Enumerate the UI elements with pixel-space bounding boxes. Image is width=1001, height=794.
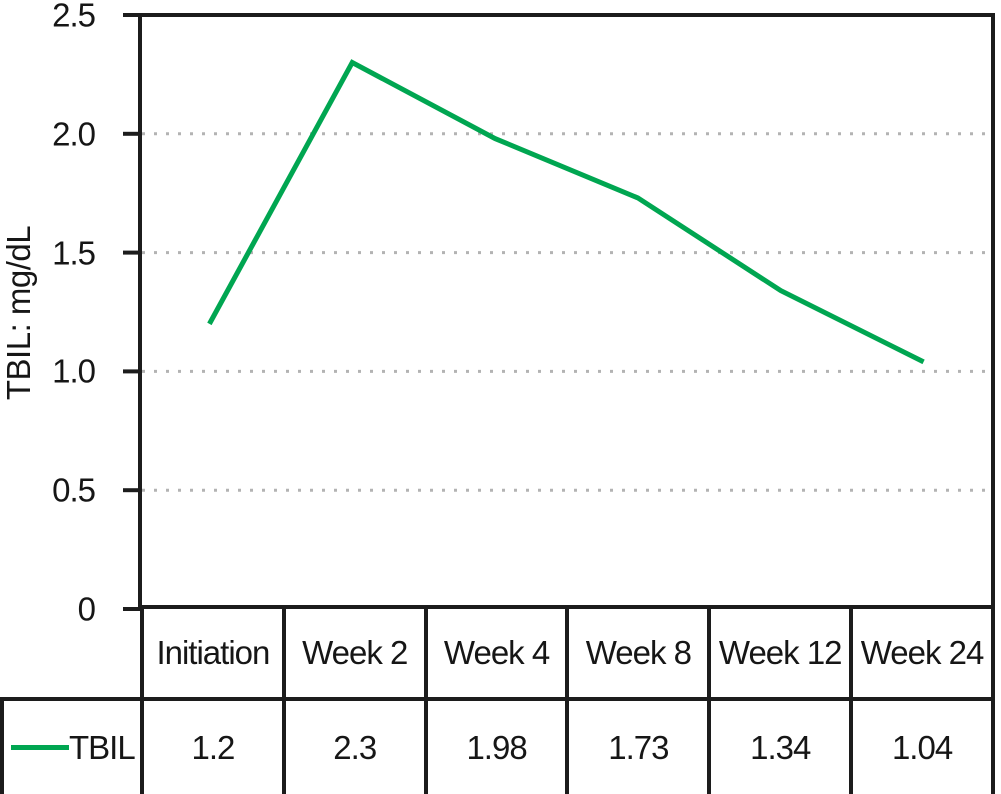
y-tick-label: 0.5 [52, 471, 96, 509]
y-tick-label: 2.5 [52, 0, 96, 34]
plot-frame [138, 13, 995, 611]
legend-cell: TBIL [0, 697, 144, 794]
y-tick-label: 0 [77, 590, 96, 628]
series-line-tbil [207, 59, 925, 365]
value-cell-week-8: 1.73 [565, 697, 712, 794]
value-cell-week-2: 2.3 [281, 697, 428, 794]
value-cell-week-4: 1.98 [423, 697, 570, 794]
header-cell-week-24: Week 24 [849, 605, 995, 701]
header-cell-week-4: Week 4 [423, 605, 570, 701]
header-cell-initiation: Initiation [140, 605, 286, 701]
y-tick-label: 1.5 [52, 234, 96, 272]
header-cell-week-2: Week 2 [281, 605, 428, 701]
value-cell-week-24: 1.04 [849, 697, 995, 794]
y-tick-label: 2.0 [52, 115, 96, 153]
legend: TBIL [4, 729, 140, 767]
data-table: Initiation Week 2 Week 4 Week 8 Week 12 … [0, 605, 995, 794]
legend-series-label: TBIL [69, 728, 136, 766]
header-cell-week-8: Week 8 [565, 605, 712, 701]
value-cell-initiation: 1.2 [140, 697, 286, 794]
table-header-row: Initiation Week 2 Week 4 Week 8 Week 12 … [2, 605, 995, 701]
y-tick-label: 1.0 [52, 352, 96, 390]
legend-line-swatch [11, 745, 69, 750]
value-cell-week-12: 1.34 [707, 697, 854, 794]
table-value-row: TBIL 1.2 2.3 1.98 1.73 1.34 1.04 [0, 697, 995, 794]
header-cell-week-12: Week 12 [707, 605, 854, 701]
